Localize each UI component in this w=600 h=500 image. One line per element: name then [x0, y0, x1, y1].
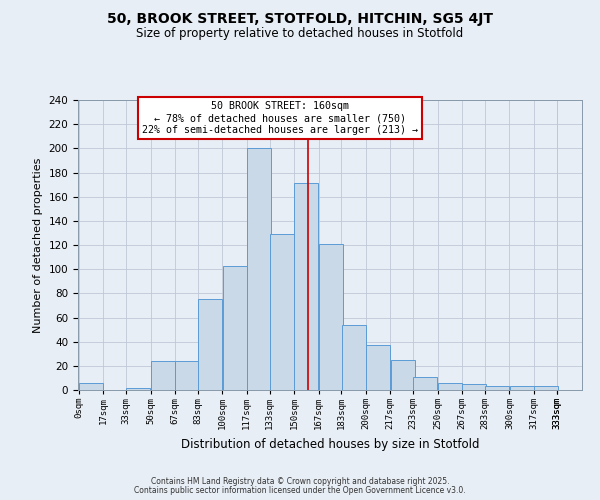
- Bar: [510, 386, 533, 390]
- Bar: [270, 234, 294, 390]
- Bar: [247, 148, 271, 390]
- Bar: [534, 386, 558, 390]
- Bar: [342, 325, 365, 390]
- Text: 50 BROOK STREET: 160sqm
← 78% of detached houses are smaller (750)
22% of semi-d: 50 BROOK STREET: 160sqm ← 78% of detache…: [142, 102, 418, 134]
- Y-axis label: Number of detached properties: Number of detached properties: [33, 158, 43, 332]
- Bar: [151, 361, 175, 390]
- Text: Size of property relative to detached houses in Stotfold: Size of property relative to detached ho…: [136, 28, 464, 40]
- Text: Contains public sector information licensed under the Open Government Licence v3: Contains public sector information licen…: [134, 486, 466, 495]
- Bar: [127, 388, 150, 390]
- Bar: [79, 383, 103, 390]
- Bar: [463, 384, 486, 390]
- X-axis label: Distribution of detached houses by size in Stotfold: Distribution of detached houses by size …: [181, 438, 479, 450]
- Bar: [438, 383, 462, 390]
- Bar: [175, 361, 199, 390]
- Text: 50, BROOK STREET, STOTFOLD, HITCHIN, SG5 4JT: 50, BROOK STREET, STOTFOLD, HITCHIN, SG5…: [107, 12, 493, 26]
- Text: Contains HM Land Registry data © Crown copyright and database right 2025.: Contains HM Land Registry data © Crown c…: [151, 477, 449, 486]
- Bar: [366, 346, 390, 390]
- Bar: [198, 300, 222, 390]
- Bar: [319, 244, 343, 390]
- Bar: [485, 386, 509, 390]
- Bar: [295, 184, 318, 390]
- Bar: [223, 266, 247, 390]
- Bar: [413, 376, 437, 390]
- Bar: [391, 360, 415, 390]
